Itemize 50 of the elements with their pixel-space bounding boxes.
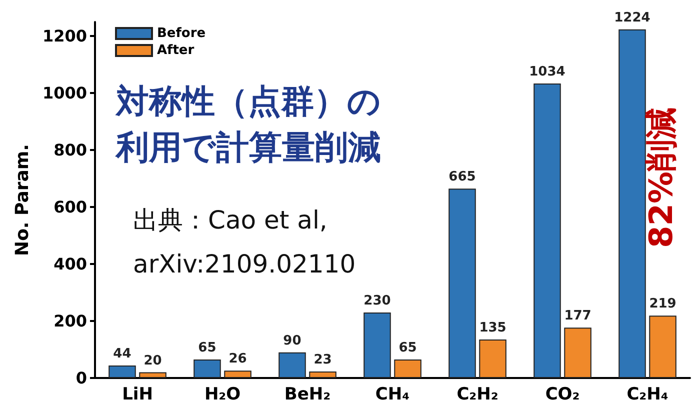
bar [649, 316, 676, 378]
data-label: 23 [314, 352, 332, 368]
x-tick-label: LiH [122, 384, 153, 404]
x-tick-label: BeH₂ [284, 384, 331, 404]
data-label: 90 [283, 333, 302, 348]
bar [618, 29, 646, 378]
legend-label: Before [157, 26, 206, 41]
annotation: 出典：Cao et al, [133, 206, 328, 234]
y-tick-label: 200 [54, 312, 87, 331]
y-tick-label: 400 [54, 254, 87, 274]
y-tick-label: 0 [76, 368, 87, 388]
bar [479, 340, 506, 378]
bar [309, 371, 336, 378]
y-tick-label: 1000 [42, 84, 87, 103]
data-label: 230 [364, 293, 391, 308]
data-label: 20 [144, 353, 162, 368]
x-tick-label: CO₂ [545, 384, 580, 404]
data-label: 219 [649, 296, 676, 312]
y-axis-title: No. Param. [12, 144, 34, 256]
annotation: arXiv:2109.02110 [133, 250, 356, 278]
legend-label: After [157, 43, 195, 58]
y-tick-label: 1200 [42, 26, 87, 46]
x-tick-label: H₂O [204, 384, 241, 404]
x-tick-label: CH₄ [375, 384, 410, 404]
bar [534, 84, 561, 378]
data-label: 1034 [529, 64, 566, 80]
bar [278, 352, 306, 378]
data-label: 177 [564, 308, 592, 324]
y-tick-label: 600 [54, 198, 87, 217]
bar [194, 359, 221, 378]
x-tick-label: C₂H₄ [626, 384, 668, 404]
bar [394, 359, 422, 378]
data-label: 26 [228, 352, 247, 367]
bar [108, 365, 136, 378]
x-tick-label: C₂H₂ [456, 384, 498, 404]
bar [364, 312, 391, 378]
bar [224, 370, 252, 378]
data-label: 135 [479, 320, 506, 336]
data-label: 44 [113, 346, 132, 362]
annotation: 利用で計算量削減 [114, 128, 381, 166]
annotation: 82%削減 [642, 107, 680, 248]
data-label: 1224 [614, 10, 650, 26]
data-label: 65 [198, 340, 216, 356]
data-label: 665 [448, 170, 476, 185]
annotation: 対称性（点群）の [115, 82, 381, 120]
bar [564, 328, 592, 378]
data-label: 65 [398, 340, 417, 356]
bar [448, 188, 476, 378]
y-tick-label: 800 [54, 140, 87, 160]
bar [139, 372, 166, 378]
